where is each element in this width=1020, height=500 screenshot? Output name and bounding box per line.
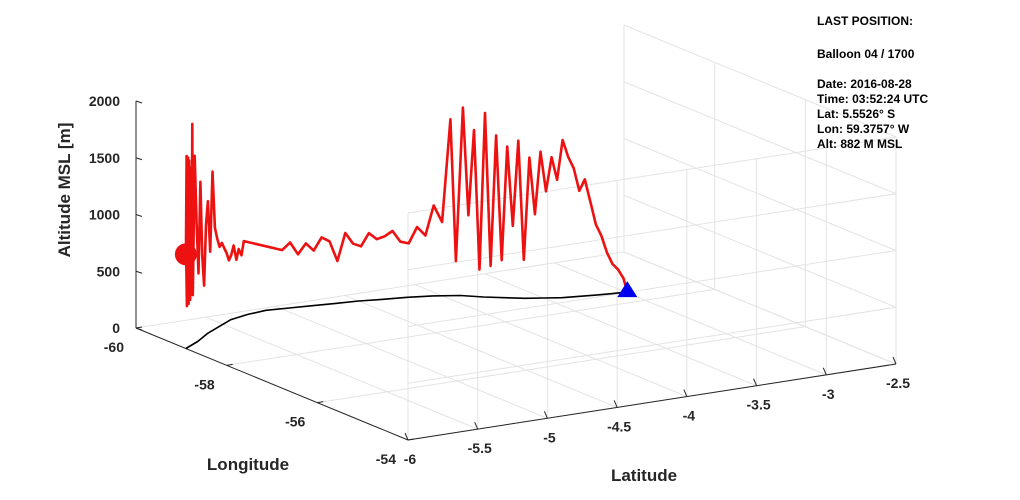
grid-line — [407, 306, 897, 384]
y-tick-mark — [474, 421, 479, 430]
y-tick-label: -3 — [822, 386, 835, 402]
z-tick-mark — [135, 214, 143, 217]
z-tick-label: 2000 — [89, 93, 120, 109]
grid-line — [317, 326, 806, 404]
z-tick-mark — [135, 270, 143, 274]
y-tick-label: -3.5 — [747, 397, 771, 413]
grid-line — [275, 305, 548, 419]
grid-line — [407, 250, 897, 327]
x-axis-label: Longitude — [207, 455, 289, 474]
x-tick-label: -58 — [194, 376, 214, 392]
y-tick-label: -2.5 — [886, 375, 910, 391]
grid-line — [205, 316, 478, 430]
z-tick-label: 500 — [97, 263, 121, 279]
y-tick-label: -4 — [683, 408, 696, 424]
grid-line — [623, 81, 897, 195]
x-tick-mark — [317, 401, 324, 404]
grid-line — [135, 251, 625, 329]
axes-box — [135, 100, 897, 441]
y-tick-mark — [822, 367, 827, 376]
last-position-marker — [617, 281, 638, 298]
y-tick-label: -5 — [543, 429, 556, 445]
z-tick-label: 1500 — [89, 150, 120, 166]
info-date: Date: 2016-08-28 — [817, 77, 912, 91]
y-tick-mark — [404, 432, 409, 441]
grid-line — [226, 288, 715, 366]
flight-track-line — [184, 106, 629, 308]
x-tick-mark — [226, 363, 233, 366]
x-tick-label: -56 — [285, 414, 305, 430]
grid-line — [414, 284, 688, 398]
grid-line — [484, 273, 757, 387]
x-axis-line — [135, 327, 409, 441]
grid-lines — [135, 24, 897, 441]
grid-line — [344, 294, 618, 408]
info-lat: Lat: 5.5526° S — [817, 107, 896, 121]
last-position-panel: LAST POSITION: Balloon 04 / 1700 Date: 2… — [817, 14, 1012, 152]
z-tick-mark — [135, 100, 143, 104]
z-axis-label: Altitude MSL [m] — [55, 123, 74, 258]
z-tick-label: 1000 — [89, 207, 120, 223]
info-balloon: Balloon 04 / 1700 — [817, 47, 915, 61]
y-tick-mark — [753, 378, 758, 386]
tick-labels: 0 500 1000 1500 2000 -60 -58 -56 -54 -6 -5.5 -5 -4.5… — [89, 93, 910, 467]
y-axis-line — [407, 363, 897, 441]
y-tick-mark — [892, 356, 897, 365]
y-tick-mark — [613, 400, 618, 408]
y-tick-label: -6 — [404, 451, 417, 467]
info-time: Time: 03:52:24 UTC — [817, 92, 929, 106]
grid-line — [554, 262, 827, 376]
x-tick-label: -54 — [376, 451, 396, 467]
x-tick-mark — [407, 438, 415, 441]
z-tick-mark — [135, 157, 143, 161]
launch-point-marker — [174, 243, 197, 266]
x-tick-label: -60 — [104, 339, 124, 355]
info-heading: LAST POSITION: — [817, 14, 913, 28]
series-layer — [184, 106, 629, 350]
y-tick-mark — [543, 411, 548, 419]
grid-line — [623, 194, 897, 308]
grid-line — [623, 138, 897, 251]
markers-layer — [174, 243, 638, 298]
grid-line — [623, 24, 897, 138]
x-tick-mark — [135, 326, 143, 329]
y-tick-label: -4.5 — [607, 418, 631, 434]
y-axis-label: Latitude — [611, 466, 677, 485]
info-alt: Alt: 882 M MSL — [817, 137, 903, 151]
ground-projection-line — [185, 291, 628, 350]
y-tick-mark — [683, 389, 688, 397]
y-tick-label: -5.5 — [468, 440, 492, 456]
z-tick-label: 0 — [112, 320, 120, 336]
grid-line — [623, 251, 897, 365]
info-lon: Lon: 59.3757° W — [817, 122, 910, 136]
